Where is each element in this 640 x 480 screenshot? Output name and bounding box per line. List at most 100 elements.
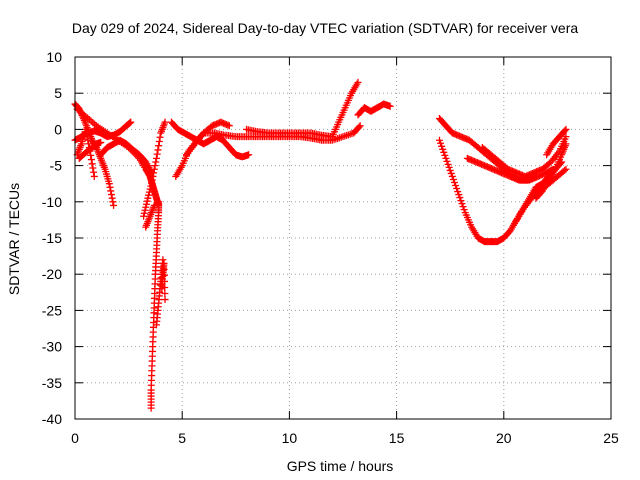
data-point — [147, 179, 155, 187]
data-point — [562, 125, 570, 133]
y-tick-label: 0 — [54, 121, 62, 137]
data-point — [443, 157, 451, 165]
data-point — [107, 187, 115, 195]
series-s3 — [73, 125, 98, 180]
series-s8 — [147, 198, 163, 412]
data-point — [459, 203, 467, 211]
data-point — [145, 188, 153, 196]
data-point — [150, 201, 158, 209]
data-point — [88, 160, 96, 168]
data-point — [155, 137, 163, 145]
data-point — [140, 209, 148, 217]
data-point — [87, 151, 95, 159]
data-point — [142, 203, 150, 211]
data-point — [453, 185, 461, 193]
data-point — [141, 206, 149, 214]
data-point — [161, 283, 169, 291]
data-point — [151, 162, 159, 170]
data-point — [450, 178, 458, 186]
data-point — [90, 168, 98, 176]
data-point — [153, 150, 161, 158]
data-point — [455, 191, 463, 199]
data-point — [140, 212, 148, 220]
data-point — [84, 136, 92, 144]
data-point — [245, 151, 253, 159]
y-tick-label: -25 — [42, 302, 62, 318]
y-tick-label: -35 — [42, 375, 62, 391]
data-point — [456, 194, 464, 202]
y-tick-label: -5 — [50, 158, 63, 174]
y-tick-label: -10 — [42, 194, 62, 210]
data-point — [90, 172, 98, 180]
x-tick-label: 5 — [178, 430, 186, 446]
data-point — [354, 78, 362, 86]
y-tick-label: 10 — [46, 49, 62, 65]
data-point — [161, 290, 169, 298]
series-s10 — [158, 259, 169, 304]
data-point — [147, 182, 155, 190]
data-point — [127, 118, 135, 126]
y-tick-label: -20 — [42, 266, 62, 282]
data-point — [159, 256, 167, 264]
x-tick-label: 20 — [496, 430, 512, 446]
data-point — [355, 123, 363, 131]
data-point — [142, 200, 150, 208]
x-tick-label: 25 — [603, 430, 619, 446]
data-point — [87, 156, 95, 164]
data-point — [449, 175, 457, 183]
data-point — [143, 197, 151, 205]
data-point — [152, 158, 160, 166]
data-point — [444, 160, 452, 168]
data-point — [149, 172, 157, 180]
data-point — [562, 165, 570, 173]
data-point — [108, 194, 116, 202]
y-axis-label: SDTVAR / TECUs — [6, 183, 22, 295]
data-point — [457, 197, 465, 205]
series-s21 — [478, 133, 570, 180]
data-point — [110, 201, 118, 209]
data-point — [161, 296, 169, 304]
series-s20 — [463, 154, 540, 184]
data-point — [89, 164, 97, 172]
data-point — [82, 125, 90, 133]
chart-title: Day 029 of 2024, Sidereal Day-to-day VTE… — [72, 20, 578, 36]
data-point — [107, 191, 115, 199]
grid — [75, 57, 611, 419]
data-point — [155, 198, 163, 206]
data-point — [156, 133, 164, 141]
y-tick-label: -30 — [42, 339, 62, 355]
data-point — [161, 277, 169, 285]
data-point — [154, 146, 162, 154]
data-point — [160, 265, 168, 273]
data-point — [561, 127, 569, 135]
y-tick-label: -40 — [42, 411, 62, 427]
data-point — [562, 140, 570, 148]
data-point — [150, 169, 158, 177]
x-tick-label: 0 — [71, 430, 79, 446]
data-point — [386, 102, 394, 110]
series-s6 — [97, 136, 156, 177]
data-point — [155, 142, 163, 150]
data-point — [454, 188, 462, 196]
data-point — [148, 176, 156, 184]
data-point — [437, 139, 445, 147]
data-point — [356, 122, 364, 130]
data-point — [106, 183, 114, 191]
series-s7 — [140, 118, 169, 220]
data-point — [532, 172, 540, 180]
data-point — [438, 142, 446, 150]
series-s16 — [328, 78, 362, 141]
data-point — [445, 163, 453, 171]
data-point — [109, 198, 117, 206]
data-point — [439, 145, 447, 153]
data-point — [460, 206, 468, 214]
data-point — [145, 191, 153, 199]
series-s15 — [243, 125, 336, 141]
data-point — [105, 180, 113, 188]
x-tick-label: 10 — [282, 430, 298, 446]
series-s13 — [167, 118, 253, 161]
x-tick-label: 15 — [389, 430, 405, 446]
data-point — [82, 129, 90, 137]
data-point — [225, 122, 233, 130]
data-point — [144, 194, 152, 202]
